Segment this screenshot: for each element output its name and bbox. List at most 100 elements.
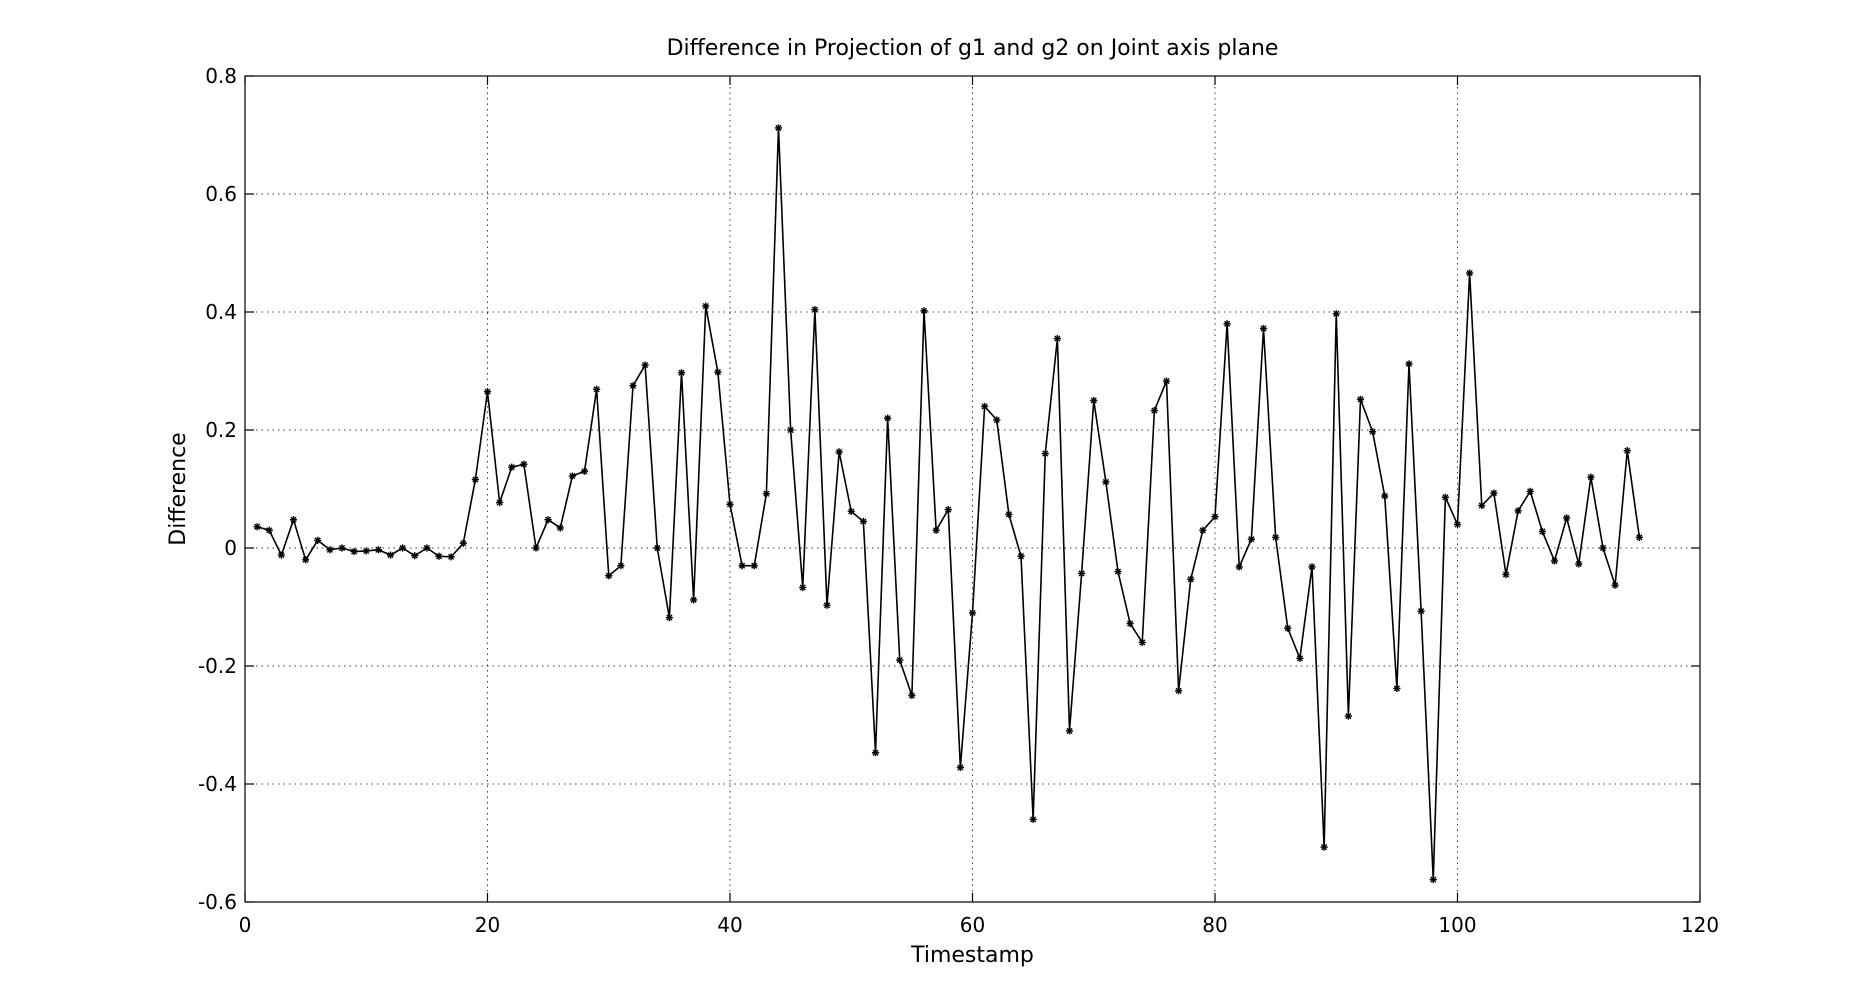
data-point — [593, 385, 601, 393]
data-point — [1490, 489, 1498, 497]
data-point — [399, 544, 407, 552]
data-point — [1114, 568, 1122, 576]
x-tick-label: 60 — [960, 913, 985, 937]
data-point — [483, 388, 492, 396]
data-point — [496, 498, 504, 507]
data-point — [350, 547, 358, 556]
data-point — [1344, 712, 1352, 720]
data-point — [944, 506, 952, 514]
data-point — [338, 544, 346, 552]
data-point — [1284, 624, 1292, 632]
data-point — [568, 472, 576, 480]
y-tick-label: 0.6 — [205, 182, 237, 206]
data-point — [411, 552, 419, 560]
data-point — [799, 583, 807, 592]
data-point — [1478, 501, 1486, 510]
data-point — [1308, 563, 1316, 571]
data-point — [532, 544, 540, 552]
data-point — [981, 402, 989, 410]
data-point — [471, 475, 479, 484]
data-point — [1029, 815, 1037, 823]
data-point — [1090, 396, 1098, 405]
data-point — [1550, 557, 1559, 565]
data-point — [265, 526, 273, 534]
data-point — [823, 601, 831, 609]
data-point — [1514, 507, 1522, 515]
data-point — [386, 551, 395, 559]
data-point — [617, 562, 625, 570]
data-point — [629, 382, 637, 390]
y-tick-label: -0.2 — [198, 654, 237, 678]
data-point — [435, 552, 443, 560]
data-point — [1332, 310, 1340, 318]
data-point — [690, 596, 698, 604]
data-point — [1587, 473, 1595, 481]
y-tick-label: -0.6 — [198, 890, 237, 914]
x-tick-label: 100 — [1438, 913, 1476, 937]
data-point — [1259, 324, 1268, 333]
data-point — [1211, 513, 1219, 521]
data-point — [253, 523, 261, 531]
x-axis-label: Timestamp — [910, 943, 1034, 968]
data-point — [1381, 492, 1389, 500]
data-point — [1466, 269, 1474, 277]
data-point — [1599, 544, 1607, 552]
data-point — [932, 526, 940, 534]
data-point — [726, 500, 734, 508]
x-tick-label: 20 — [475, 913, 500, 937]
data-point — [871, 749, 880, 757]
data-point — [750, 562, 758, 570]
data-point — [1078, 569, 1086, 577]
data-point — [1235, 563, 1243, 571]
data-point — [447, 553, 455, 561]
data-point — [1041, 450, 1049, 458]
data-point — [520, 460, 528, 468]
x-tick-label: 120 — [1681, 913, 1719, 937]
data-point — [641, 361, 649, 369]
data-point — [956, 763, 964, 772]
data-point — [653, 544, 661, 552]
data-point — [847, 507, 855, 516]
data-point — [1453, 520, 1462, 528]
data-point — [1417, 607, 1425, 615]
data-point — [1575, 560, 1583, 568]
data-point — [1102, 478, 1110, 486]
data-point — [1356, 395, 1365, 403]
x-tick-label: 0 — [239, 913, 252, 937]
data-point — [1429, 875, 1437, 884]
data-point — [362, 547, 370, 555]
data-point — [714, 368, 722, 376]
data-point — [702, 302, 710, 310]
data-point — [665, 614, 673, 622]
y-tick-label: -0.4 — [198, 772, 237, 796]
data-point — [289, 516, 298, 524]
data-point — [302, 556, 310, 564]
data-point — [1162, 377, 1171, 385]
data-point — [1320, 843, 1328, 851]
data-point — [1611, 581, 1619, 589]
x-tick-label: 40 — [717, 913, 742, 937]
data-point — [1150, 406, 1158, 415]
data-point — [423, 544, 431, 552]
y-tick-label: 0.4 — [205, 300, 237, 324]
data-point — [1272, 533, 1280, 541]
data-point — [1441, 493, 1449, 501]
grid — [245, 76, 1700, 902]
series — [253, 124, 1643, 884]
data-point — [1175, 687, 1183, 695]
data-point — [1247, 535, 1255, 543]
data-point — [1138, 638, 1146, 646]
data-point — [1502, 570, 1510, 579]
data-point — [1199, 526, 1207, 534]
data-point — [787, 426, 795, 434]
data-point — [811, 306, 819, 314]
data-point — [1065, 727, 1074, 735]
data-point — [508, 463, 516, 471]
data-point — [1393, 684, 1401, 693]
data-point — [884, 414, 892, 422]
y-tick-label: 0.8 — [205, 64, 237, 88]
data-point — [314, 536, 322, 544]
data-point — [605, 572, 613, 580]
data-point — [459, 539, 467, 547]
